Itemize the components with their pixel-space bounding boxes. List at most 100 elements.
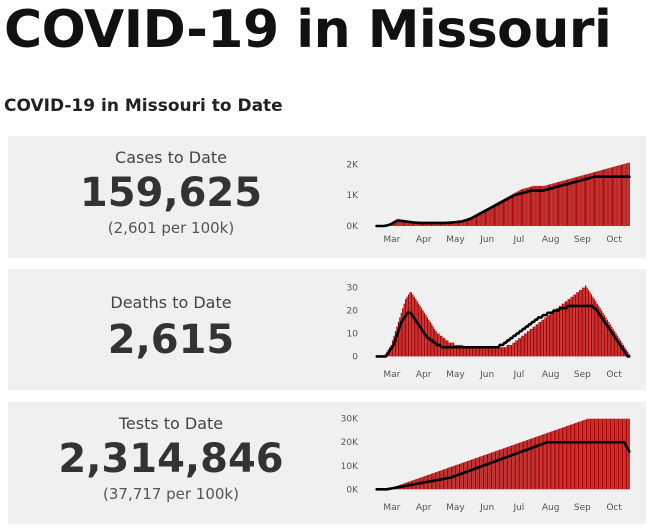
daily-bar — [590, 294, 593, 357]
daily-bar — [537, 185, 539, 226]
daily-bar — [587, 289, 590, 357]
daily-bar — [624, 418, 626, 490]
daily-bar — [608, 418, 610, 490]
x-tick-label: May — [446, 235, 465, 245]
x-tick-label: Aug — [542, 235, 560, 245]
daily-bar — [543, 434, 545, 490]
daily-bar — [564, 301, 566, 357]
daily-bar — [620, 418, 622, 490]
daily-bar — [619, 418, 621, 490]
daily-bar — [403, 303, 405, 357]
daily-bar — [608, 322, 610, 357]
daily-bar — [570, 296, 572, 357]
daily-bar — [498, 201, 500, 226]
daily-bar — [554, 182, 556, 226]
daily-bar — [502, 347, 504, 357]
daily-bar — [612, 328, 614, 357]
daily-bar — [468, 347, 471, 357]
daily-bar — [573, 423, 575, 490]
daily-bar — [628, 162, 630, 226]
daily-bar — [553, 183, 555, 226]
daily-bar — [572, 177, 574, 226]
daily-bar — [477, 347, 479, 357]
daily-bar — [496, 347, 498, 357]
daily-bar — [596, 303, 598, 357]
daily-bar — [585, 174, 586, 226]
daily-bar — [485, 209, 486, 226]
x-tick-label: Jul — [512, 503, 524, 513]
daily-bar — [558, 305, 561, 357]
daily-bar — [519, 442, 521, 490]
daily-bar — [580, 175, 582, 226]
deaths-stat: Deaths to Date 2,615 — [8, 293, 334, 362]
daily-bar — [399, 317, 401, 357]
daily-bar — [546, 184, 548, 226]
daily-bar — [492, 452, 494, 490]
daily-bar — [476, 213, 477, 226]
daily-bar — [415, 299, 417, 357]
daily-bar — [427, 222, 429, 226]
y-tick-label: 30K — [341, 415, 359, 425]
daily-bar — [476, 457, 478, 490]
daily-bar — [399, 219, 401, 226]
daily-bar — [544, 185, 546, 226]
daily-bar — [456, 221, 458, 226]
daily-bar — [396, 326, 398, 357]
daily-bar — [626, 163, 628, 226]
daily-bar — [541, 185, 543, 226]
daily-bar — [468, 217, 470, 226]
daily-bar — [524, 440, 526, 490]
daily-bar — [517, 191, 519, 226]
daily-bar — [556, 182, 558, 226]
seven-day-average-line — [375, 304, 631, 358]
daily-bar — [513, 342, 516, 357]
daily-bar — [526, 331, 529, 357]
daily-bar — [516, 443, 518, 490]
x-tick-label: Mar — [383, 503, 400, 513]
daily-bar — [501, 448, 503, 490]
seven-day-average-line — [375, 175, 631, 228]
daily-bar — [550, 312, 552, 357]
daily-bar — [465, 461, 467, 490]
daily-bar — [540, 435, 542, 490]
daily-bar — [419, 223, 421, 226]
daily-bar — [531, 186, 533, 226]
daily-bar — [613, 418, 616, 490]
daily-bar — [603, 169, 604, 226]
daily-bar — [577, 292, 579, 357]
daily-bar — [606, 168, 608, 226]
daily-bar — [407, 294, 410, 357]
daily-bar — [599, 308, 601, 357]
daily-bar — [508, 344, 510, 357]
x-tick-label: Oct — [606, 235, 622, 245]
cases-chart: 2K 1K 0K Mar Apr May Jun Jul Aug Sep Oct — [346, 160, 631, 245]
daily-bar — [465, 218, 467, 226]
x-tick-label: Aug — [542, 370, 560, 380]
daily-bar — [563, 427, 565, 490]
daily-bar — [473, 347, 475, 357]
daily-bar — [442, 222, 444, 226]
daily-bar — [458, 344, 460, 357]
y-tick-label: 30 — [347, 284, 359, 294]
daily-bar — [489, 206, 491, 226]
daily-bar — [533, 185, 535, 226]
daily-bar — [607, 418, 609, 490]
daily-bar — [463, 347, 465, 357]
daily-bar — [586, 174, 588, 226]
daily-bar — [614, 331, 616, 357]
daily-bar — [505, 347, 507, 357]
daily-bar — [537, 324, 539, 357]
daily-bar — [574, 177, 576, 226]
daily-bar — [595, 171, 597, 226]
daily-bar — [600, 170, 602, 226]
daily-bar — [441, 222, 443, 226]
y-tick-label: 10K — [341, 462, 359, 472]
daily-bar — [609, 324, 611, 357]
daily-bar — [577, 176, 579, 226]
x-tick-label: Mar — [383, 235, 400, 245]
daily-bar — [516, 340, 519, 357]
daily-bar — [451, 222, 453, 226]
daily-bar — [431, 222, 433, 226]
daily-bar — [444, 222, 446, 226]
daily-bar — [613, 166, 615, 226]
